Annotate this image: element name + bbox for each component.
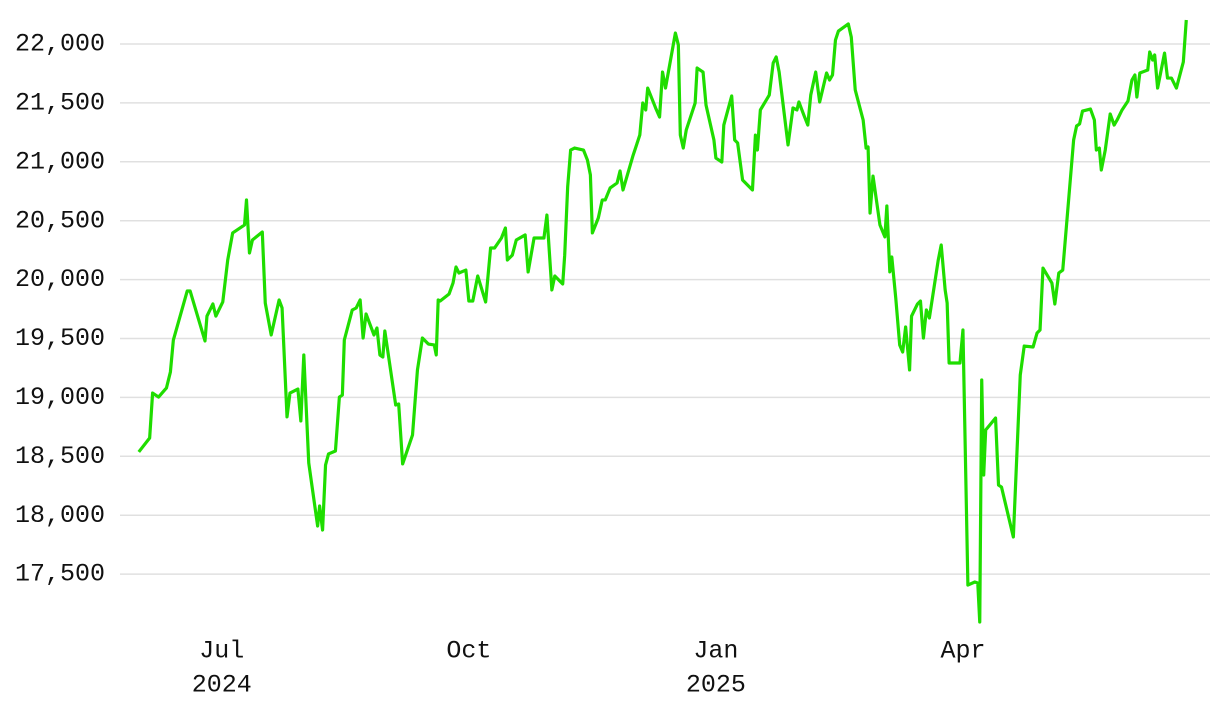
y-tick-label: 20,000	[15, 265, 105, 294]
y-tick-label: 18,000	[15, 501, 105, 530]
y-tick-label: 18,500	[15, 442, 105, 471]
y-tick-label: 17,500	[15, 560, 105, 589]
x-tick-label: Jan	[693, 637, 738, 666]
y-tick-label: 19,500	[15, 324, 105, 353]
x-tick-year: 2025	[686, 671, 746, 700]
x-tick-label: Jul	[199, 637, 244, 666]
price-line	[137, 19, 1188, 624]
x-tick-label: Oct	[446, 637, 491, 666]
y-tick-label: 22,000	[15, 30, 105, 59]
y-tick-label: 19,000	[15, 383, 105, 412]
y-tick-label: 21,000	[15, 147, 105, 176]
y-tick-label: 20,500	[15, 206, 105, 235]
x-tick-label: Apr	[940, 637, 985, 666]
x-tick-year: 2024	[192, 671, 252, 700]
y-tick-label: 21,500	[15, 89, 105, 118]
